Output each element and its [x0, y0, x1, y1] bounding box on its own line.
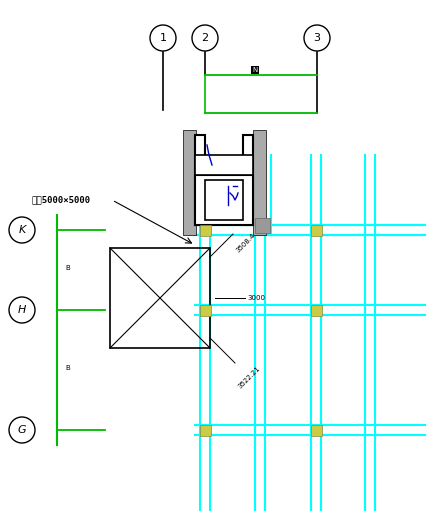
Text: B: B — [65, 265, 70, 271]
Text: H: H — [18, 305, 26, 315]
Text: 3522.21: 3522.21 — [237, 365, 261, 390]
Text: 2: 2 — [201, 33, 209, 43]
Text: G: G — [18, 425, 26, 435]
Bar — [195, 155, 253, 175]
Bar — [110, 248, 210, 348]
Bar — [200, 225, 211, 236]
Text: 3: 3 — [313, 33, 320, 43]
Bar — [200, 425, 211, 436]
Bar — [253, 130, 266, 235]
Bar — [195, 135, 205, 225]
Text: B: B — [65, 365, 70, 371]
Bar — [183, 130, 196, 235]
Text: 桩基5000×5000: 桩基5000×5000 — [32, 195, 91, 205]
Text: K: K — [18, 225, 26, 235]
Bar — [311, 425, 322, 436]
Text: 1: 1 — [160, 33, 166, 43]
Bar — [243, 135, 253, 225]
Bar — [205, 180, 243, 220]
Bar — [255, 218, 270, 233]
Text: 3508.4: 3508.4 — [235, 232, 257, 254]
Bar — [195, 175, 253, 225]
Bar — [200, 305, 211, 316]
Text: N: N — [252, 67, 258, 73]
Text: 3000: 3000 — [247, 295, 265, 301]
Bar — [311, 305, 322, 316]
Bar — [311, 225, 322, 236]
